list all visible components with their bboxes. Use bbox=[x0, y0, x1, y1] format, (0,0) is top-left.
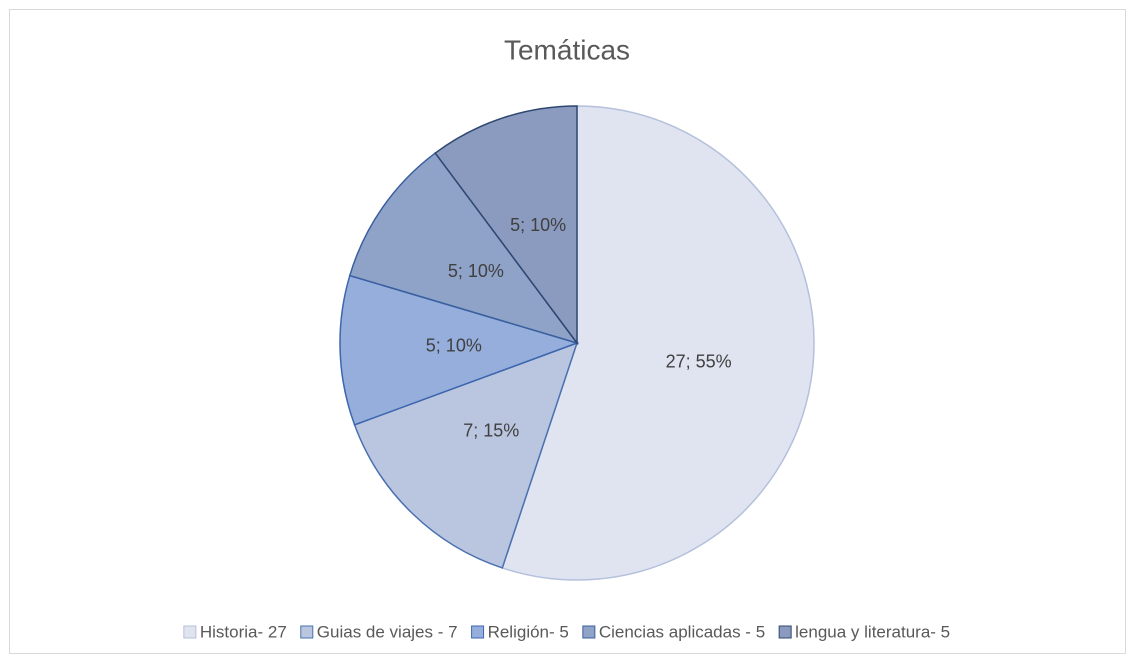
pie-slice bbox=[434, 105, 578, 346]
legend-label: Ciencias aplicadas - 5 bbox=[599, 622, 765, 641]
pie-slice bbox=[348, 152, 579, 345]
legend-swatch bbox=[582, 625, 596, 639]
legend-swatch bbox=[778, 625, 792, 639]
pie-slice bbox=[501, 105, 815, 581]
legend-swatch bbox=[471, 625, 485, 639]
legend-label: lengua y literatura- 5 bbox=[795, 622, 950, 641]
chart-title: Temáticas bbox=[504, 34, 630, 65]
pie-slice bbox=[339, 274, 580, 426]
legend-label: Historia- 27 bbox=[200, 622, 287, 641]
legend-label: Guias de viajes - 7 bbox=[317, 622, 458, 641]
legend-swatch bbox=[183, 625, 197, 639]
data-label: 7; 15% bbox=[463, 420, 519, 440]
legend-swatch bbox=[300, 625, 314, 639]
pie-slice bbox=[353, 341, 579, 569]
data-label: 27; 55% bbox=[666, 351, 732, 371]
data-label: 5; 10% bbox=[510, 215, 566, 235]
legend-label: Religión- 5 bbox=[488, 622, 569, 641]
data-label: 5; 10% bbox=[426, 336, 482, 356]
data-label: 5; 10% bbox=[448, 261, 504, 281]
